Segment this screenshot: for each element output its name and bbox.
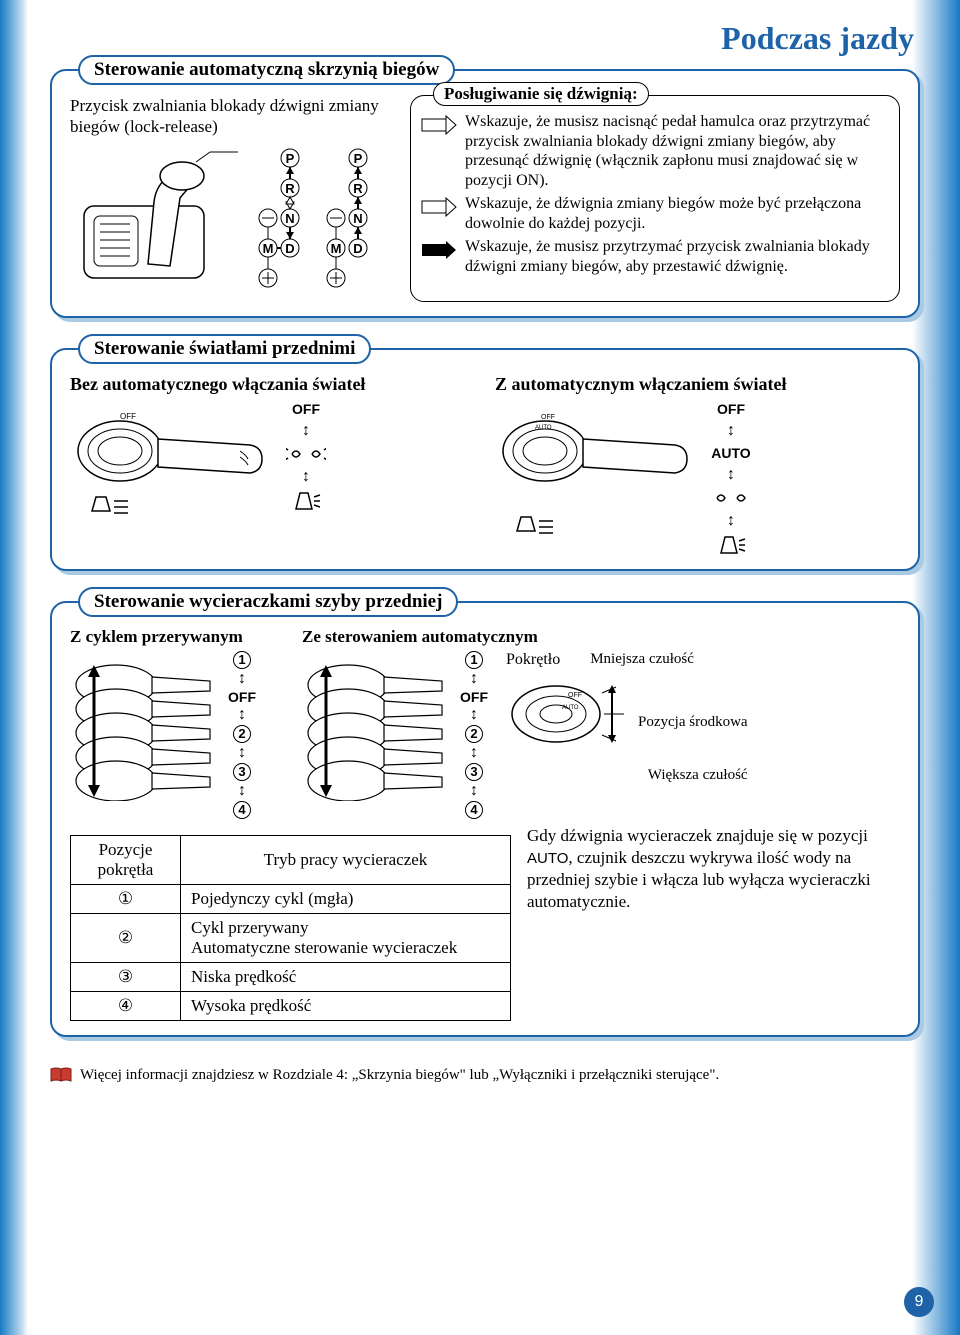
pos-2-icon: 2 — [465, 725, 483, 743]
tbl-r1-n: ① — [71, 884, 181, 913]
gear-chart-2: P R N M D — [314, 142, 378, 302]
wp-right-title: Ze sterowaniem automatycznym — [302, 627, 900, 647]
svg-text:N: N — [353, 211, 362, 226]
pos-2-icon: 2 — [233, 725, 251, 743]
wp-off: OFF — [460, 689, 488, 705]
svg-text:D: D — [353, 241, 362, 256]
svg-text:D: D — [285, 241, 294, 256]
arrow-press-icon — [421, 239, 457, 261]
updown-icon: ↕ — [727, 423, 735, 439]
wp-off: OFF — [228, 689, 256, 705]
svg-text:AUTO: AUTO — [535, 425, 552, 431]
svg-text:R: R — [285, 181, 295, 196]
shifter-illustration — [70, 144, 240, 294]
panel-tab-transmission: Sterowanie automatyczną skrzynią biegów — [78, 55, 455, 85]
tbl-h1: Pozycje pokrętła — [71, 835, 181, 884]
hl-right-auto: AUTO — [711, 445, 750, 461]
updown-icon: ↕ — [302, 423, 310, 439]
wp-left-title: Z cyklem przerywanym — [70, 627, 290, 647]
knob-illustration: OFF AUTO — [506, 669, 626, 759]
low-beam-icon — [715, 535, 747, 555]
tbl-h2: Tryb pracy wycieraczek — [181, 835, 511, 884]
pos-4-icon: 4 — [465, 801, 483, 819]
panel-headlights: Sterowanie światłami przednimi Bez autom… — [50, 348, 920, 571]
side-light-icon — [286, 445, 326, 463]
tbl-r3-t: Niska prędkość — [181, 962, 511, 991]
footer-text: Więcej informacji znajdziesz w Rozdziale… — [80, 1067, 719, 1084]
panel-tab-headlights: Sterowanie światłami przednimi — [78, 334, 371, 364]
lever-item-3: Wskazuje, że musisz przytrzymać przycisk… — [465, 237, 889, 276]
lever-usage-tab: Posługiwanie się dźwignią: — [433, 82, 649, 106]
pos-4-icon: 4 — [233, 801, 251, 819]
pos-1-icon: 1 — [233, 651, 251, 669]
page-number: 9 — [904, 1287, 934, 1317]
sens-low: Mniejsza czułość — [590, 651, 694, 668]
hl-left-off: OFF — [292, 401, 320, 417]
hl-left-title: Bez automatycznego włączania świateł — [70, 374, 475, 395]
low-beam-icon — [290, 491, 322, 511]
svg-text:OFF: OFF — [120, 412, 136, 421]
tbl-r4-t: Wysoka prędkość — [181, 991, 511, 1020]
svg-text:P: P — [286, 151, 295, 166]
sens-mid: Pozycja środkowa — [638, 714, 748, 731]
wiper-mode-table: Pozycje pokrętła Tryb pracy wycieraczek … — [70, 835, 511, 1021]
pos-3-icon: 3 — [465, 763, 483, 781]
svg-text:OFF: OFF — [568, 692, 582, 699]
svg-text:AUTO: AUTO — [562, 705, 579, 711]
wiper-stalk-right — [302, 651, 452, 801]
wiper-auto-desc: Gdy dźwignia wycieraczek znajduje się w … — [527, 825, 900, 913]
lock-release-text: Przycisk zwalniania blokady dźwigni zmia… — [70, 95, 400, 138]
gear-chart-1: P R N M D — [246, 142, 310, 302]
wiper-stalk-left — [70, 651, 220, 801]
page-header: Podczas jazdy — [50, 20, 920, 57]
svg-text:OFF: OFF — [541, 414, 555, 421]
knob-label: Pokrętło — [506, 651, 560, 669]
tbl-r1-t: Pojedynczy cykl (mgła) — [181, 884, 511, 913]
stalk-illustration-left: OFF — [70, 401, 270, 531]
arrow-free-icon — [421, 196, 457, 218]
hl-right-title: Z automatycznym włączaniem świateł — [495, 374, 900, 395]
pos-1-icon: 1 — [465, 651, 483, 669]
lever-item-2: Wskazuje, że dźwignia zmiany biegów może… — [465, 194, 889, 233]
tbl-r2-t: Cykl przerywany Automatyczne sterowanie … — [181, 913, 511, 962]
updown-icon: ↕ — [727, 513, 735, 529]
sens-high: Większa czułość — [506, 767, 748, 784]
svg-text:N: N — [285, 211, 294, 226]
svg-text:M: M — [263, 241, 274, 256]
footer: Więcej informacji znajdziesz w Rozdziale… — [50, 1067, 920, 1084]
tbl-r2-n: ② — [71, 913, 181, 962]
svg-text:P: P — [354, 151, 363, 166]
lever-usage-box: Posługiwanie się dźwignią: Wskazuje, że … — [410, 95, 900, 302]
updown-icon: ↕ — [727, 467, 735, 483]
arrow-hold-icon — [421, 114, 457, 136]
panel-transmission: Sterowanie automatyczną skrzynią biegów … — [50, 69, 920, 318]
tbl-r3-n: ③ — [71, 962, 181, 991]
stalk-illustration-right: OFF AUTO — [495, 401, 695, 551]
book-icon — [50, 1067, 72, 1083]
panel-wipers: Sterowanie wycieraczkami szyby przedniej… — [50, 601, 920, 1037]
panel-tab-wipers: Sterowanie wycieraczkami szyby przedniej — [78, 587, 458, 617]
svg-text:M: M — [331, 241, 342, 256]
svg-text:R: R — [353, 181, 363, 196]
hl-right-off: OFF — [717, 401, 745, 417]
tbl-r4-n: ④ — [71, 991, 181, 1020]
side-light-icon — [711, 489, 751, 507]
lever-item-1: Wskazuje, że musisz nacisnąć pedał hamul… — [465, 112, 889, 190]
updown-icon: ↕ — [302, 469, 310, 485]
pos-3-icon: 3 — [233, 763, 251, 781]
